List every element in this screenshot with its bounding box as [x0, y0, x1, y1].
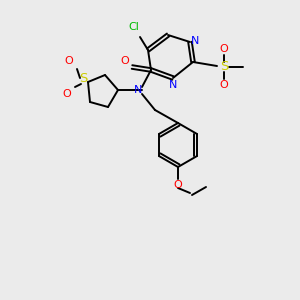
- Text: S: S: [220, 61, 228, 74]
- Text: O: O: [121, 56, 129, 66]
- Text: N: N: [191, 36, 199, 46]
- Text: O: O: [220, 80, 228, 90]
- Text: Cl: Cl: [129, 22, 140, 32]
- Text: N: N: [134, 85, 142, 95]
- Text: O: O: [64, 56, 74, 66]
- Text: O: O: [63, 89, 71, 99]
- Text: S: S: [79, 73, 87, 85]
- Text: O: O: [220, 44, 228, 54]
- Text: O: O: [174, 180, 182, 190]
- Text: N: N: [169, 80, 177, 90]
